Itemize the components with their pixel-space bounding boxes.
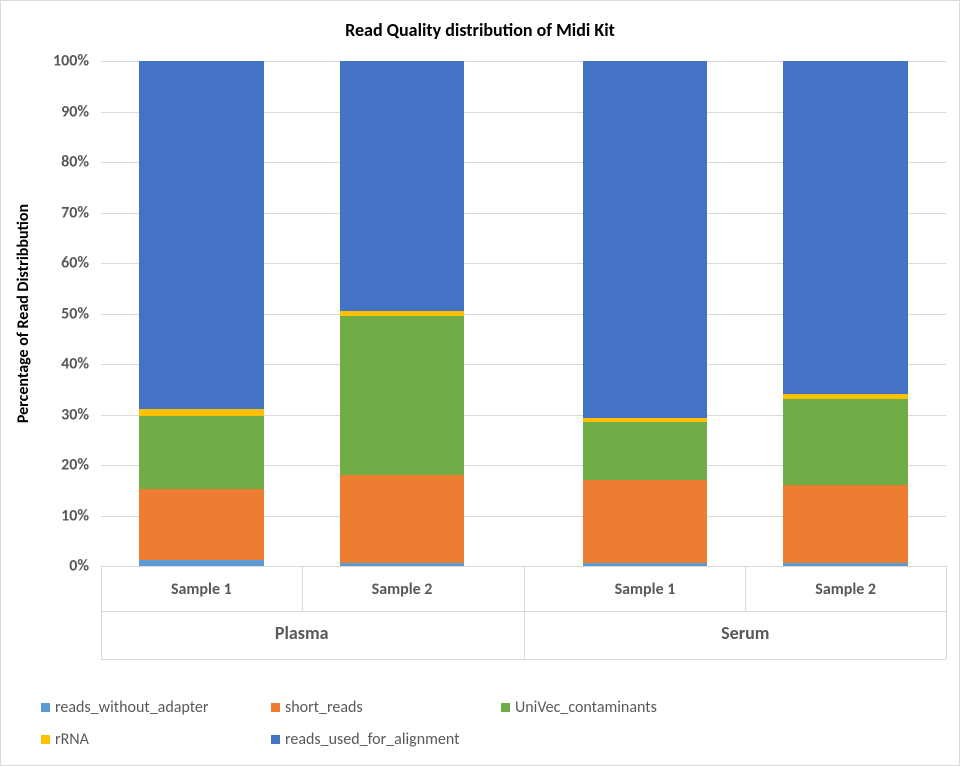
stacked-bar	[783, 61, 907, 566]
x-tick-label: Sample 2	[372, 580, 433, 599]
y-tick-label: 70%	[1, 203, 89, 222]
legend-item-UniVec_contaminants: UniVec_contaminants	[501, 691, 731, 723]
legend-label: reads_without_adapter	[55, 698, 208, 717]
y-tick-label: 20%	[1, 456, 89, 475]
y-tick-label: 10%	[1, 506, 89, 525]
legend-label: UniVec_contaminants	[515, 698, 657, 717]
legend-item-rRNA: rRNA	[41, 723, 271, 755]
bar-segment-short_reads	[783, 485, 907, 563]
bar-segment-reads_used_for_alignment	[340, 61, 464, 311]
bar-segment-short_reads	[340, 475, 464, 563]
legend-swatch	[271, 735, 280, 744]
chart-container: Read Quality distribution of Midi Kit Pe…	[0, 0, 960, 766]
legend-item-short_reads: short_reads	[271, 691, 501, 723]
bar-segment-reads_without_adapter	[139, 560, 263, 566]
legend: reads_without_adapter short_reads UniVec_c…	[41, 691, 941, 755]
legend-item-reads_without_adapter: reads_without_adapter	[41, 691, 271, 723]
legend-label: short_reads	[285, 698, 363, 717]
y-tick-label: 80%	[1, 153, 89, 172]
legend-swatch	[501, 703, 510, 712]
legend-swatch	[271, 703, 280, 712]
bar-segment-UniVec_contaminants	[340, 316, 464, 475]
plot-area	[101, 61, 946, 566]
bars-layer	[101, 61, 946, 566]
x-group-label: Plasma	[275, 622, 329, 644]
y-tick-label: 50%	[1, 304, 89, 323]
y-tick-label: 100%	[1, 52, 89, 71]
x-group-label: Serum	[721, 622, 769, 644]
axis-divider	[524, 566, 525, 659]
bar-segment-reads_used_for_alignment	[139, 61, 263, 409]
stacked-bar	[583, 61, 707, 566]
y-tick-label: 60%	[1, 254, 89, 273]
axis-divider	[745, 566, 746, 611]
axis-divider	[946, 566, 947, 659]
chart-title: Read Quality distribution of Midi Kit	[1, 19, 959, 41]
y-tick-label: 40%	[1, 355, 89, 374]
bar-segment-short_reads	[139, 489, 263, 560]
axis-divider	[101, 566, 102, 659]
y-tick-label: 0%	[1, 557, 89, 576]
axis-divider	[302, 566, 303, 611]
bar-segment-UniVec_contaminants	[783, 399, 907, 485]
bar-segment-reads_used_for_alignment	[783, 61, 907, 394]
bar-segment-short_reads	[583, 480, 707, 563]
legend-swatch	[41, 735, 50, 744]
bar-segment-reads_without_adapter	[783, 563, 907, 566]
bar-segment-reads_without_adapter	[583, 563, 707, 566]
legend-item-reads_used_for_alignment: reads_used_for_alignment	[271, 723, 501, 755]
bar-segment-UniVec_contaminants	[583, 422, 707, 480]
x-tick-label: Sample 2	[815, 580, 876, 599]
bar-segment-reads_used_for_alignment	[583, 61, 707, 418]
legend-swatch	[41, 703, 50, 712]
stacked-bar	[139, 61, 263, 566]
y-tick-label: 90%	[1, 102, 89, 121]
bar-segment-reads_without_adapter	[340, 563, 464, 566]
legend-label: rRNA	[55, 730, 89, 749]
x-tick-label: Sample 1	[615, 580, 676, 599]
x-tick-label: Sample 1	[171, 580, 232, 599]
bar-segment-UniVec_contaminants	[139, 416, 263, 489]
y-tick-label: 30%	[1, 405, 89, 424]
axis-divider	[101, 659, 946, 660]
stacked-bar	[340, 61, 464, 566]
legend-label: reads_used_for_alignment	[285, 730, 459, 749]
